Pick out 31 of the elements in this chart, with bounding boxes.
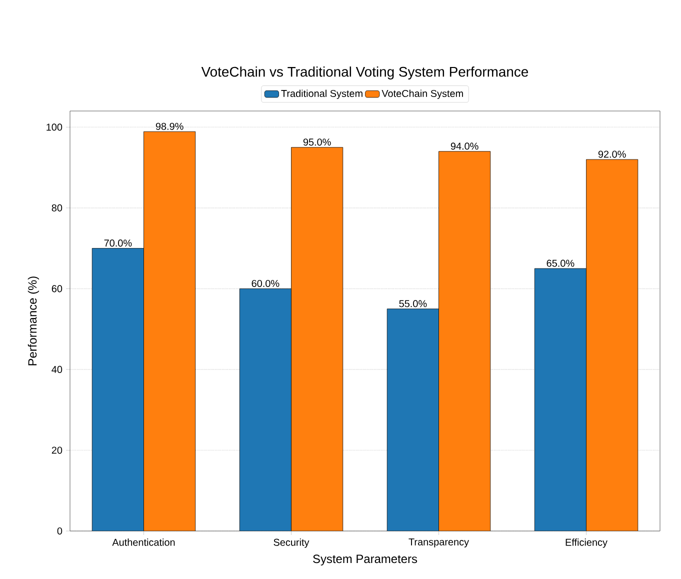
data-label: 65.0% — [546, 260, 574, 267]
bar — [291, 147, 344, 531]
data-label: 70.0% — [104, 240, 132, 247]
x-tick-label: Transparency — [408, 538, 470, 548]
bar — [438, 151, 491, 531]
y-tick-label: 0 — [57, 527, 62, 535]
data-label: 55.0% — [399, 300, 427, 308]
legend-label: Traditional System — [281, 90, 362, 99]
x-tick-label: Authentication — [112, 538, 175, 546]
bar — [586, 159, 638, 531]
y-tick-label: 80 — [52, 204, 62, 212]
data-label: 60.0% — [252, 280, 280, 287]
y-tick-label: 20 — [52, 446, 62, 454]
bar — [144, 132, 196, 531]
bar — [534, 268, 586, 531]
data-label: 95.0% — [303, 138, 331, 146]
bar — [386, 308, 439, 531]
x-tick-label: Efficiency — [566, 538, 608, 548]
y-tick-label: 40 — [52, 366, 62, 373]
bar — [92, 248, 144, 531]
y-tick-label: 60 — [52, 285, 62, 292]
data-label: 92.0% — [598, 150, 626, 158]
chart-title: VoteChain vs Traditional Voting System Performance — [201, 66, 528, 80]
data-label: 94.0% — [450, 142, 478, 150]
legend-label: VoteChain System — [382, 90, 463, 99]
bar — [239, 288, 292, 531]
x-tick-label: Security — [274, 538, 310, 548]
y-tick-label: 100 — [46, 124, 62, 131]
x-axis-title: System Parameters — [313, 554, 418, 566]
y-axis-title: Performance (%) — [28, 276, 40, 366]
data-label: 98.9% — [156, 122, 184, 130]
